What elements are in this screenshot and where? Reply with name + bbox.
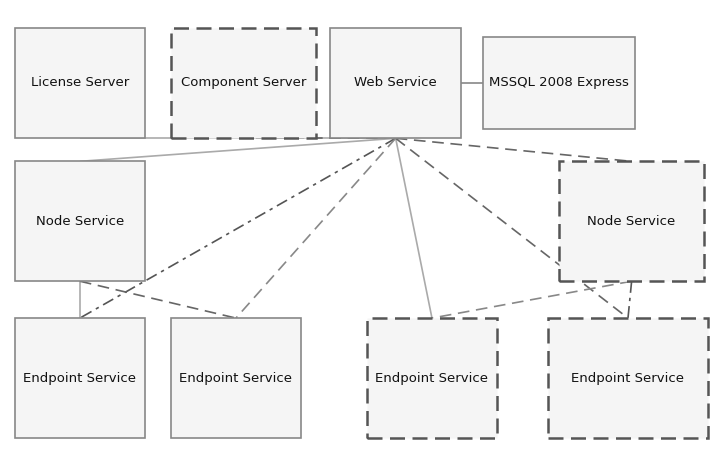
Text: Endpoint Service: Endpoint Service [179,372,293,384]
Text: Endpoint Service: Endpoint Service [571,372,685,384]
FancyBboxPatch shape [559,161,704,281]
FancyBboxPatch shape [548,318,708,438]
Text: Component Server: Component Server [181,77,306,89]
FancyBboxPatch shape [367,318,497,438]
FancyBboxPatch shape [15,161,145,281]
Text: Node Service: Node Service [587,215,676,228]
Text: License Server: License Server [30,77,129,89]
Text: Endpoint Service: Endpoint Service [23,372,136,384]
FancyBboxPatch shape [15,28,145,138]
FancyBboxPatch shape [15,318,145,438]
FancyBboxPatch shape [171,318,301,438]
Text: Web Service: Web Service [354,77,437,89]
Text: MSSQL 2008 Express: MSSQL 2008 Express [489,77,629,89]
FancyBboxPatch shape [171,28,316,138]
FancyBboxPatch shape [483,37,635,129]
Text: Endpoint Service: Endpoint Service [375,372,489,384]
FancyBboxPatch shape [330,28,461,138]
Text: Node Service: Node Service [36,215,124,228]
